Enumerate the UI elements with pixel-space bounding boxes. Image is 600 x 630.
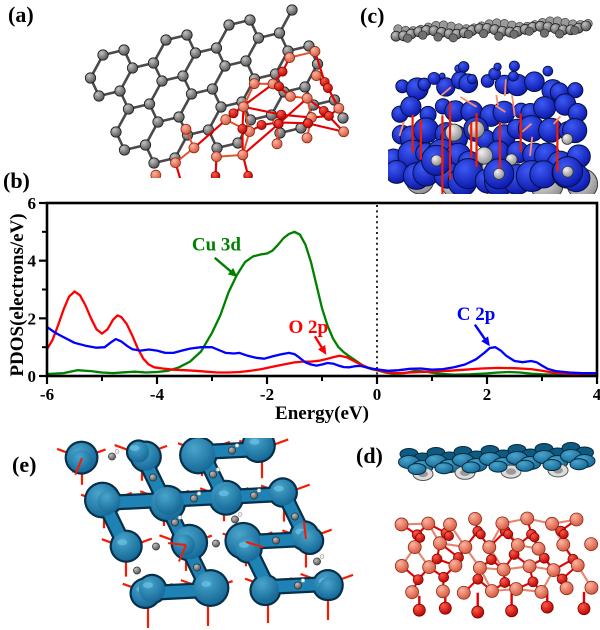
svg-text:-6: -6 — [40, 385, 54, 404]
svg-text:0: 0 — [373, 385, 382, 404]
panel-a-structure-image — [84, 4, 350, 178]
svg-text:2: 2 — [28, 309, 37, 328]
svg-text:C 2p: C 2p — [457, 304, 496, 325]
panel-label-d: (d) — [356, 443, 383, 468]
panel-label-a: (a) — [8, 2, 34, 27]
panel-label-b: (b) — [3, 168, 30, 193]
y-axis-title: PDOS(electrons/eV) — [7, 213, 28, 377]
svg-text:0: 0 — [28, 367, 37, 386]
panel-e-isosurface-image — [56, 438, 354, 628]
panel-label-c: (c) — [360, 3, 385, 28]
x-axis-title: Energy(eV) — [275, 403, 369, 424]
panel-c-isosurface-image — [388, 16, 598, 194]
svg-text:Cu 3d: Cu 3d — [192, 235, 242, 256]
svg-text:O 2p: O 2p — [288, 317, 328, 338]
svg-text:-4: -4 — [150, 385, 165, 404]
panel-d-structure-image — [394, 442, 599, 619]
pdos-chart: -6 -4 -2 0 2 4 0 2 4 6 Cu 3d O 2p C 2p — [28, 196, 600, 404]
svg-text:4: 4 — [593, 385, 600, 404]
panel-label-e: (e) — [12, 452, 37, 477]
svg-text:2: 2 — [483, 385, 492, 404]
svg-text:6: 6 — [28, 196, 37, 213]
svg-text:4: 4 — [28, 252, 37, 271]
svg-text:-2: -2 — [260, 385, 274, 404]
